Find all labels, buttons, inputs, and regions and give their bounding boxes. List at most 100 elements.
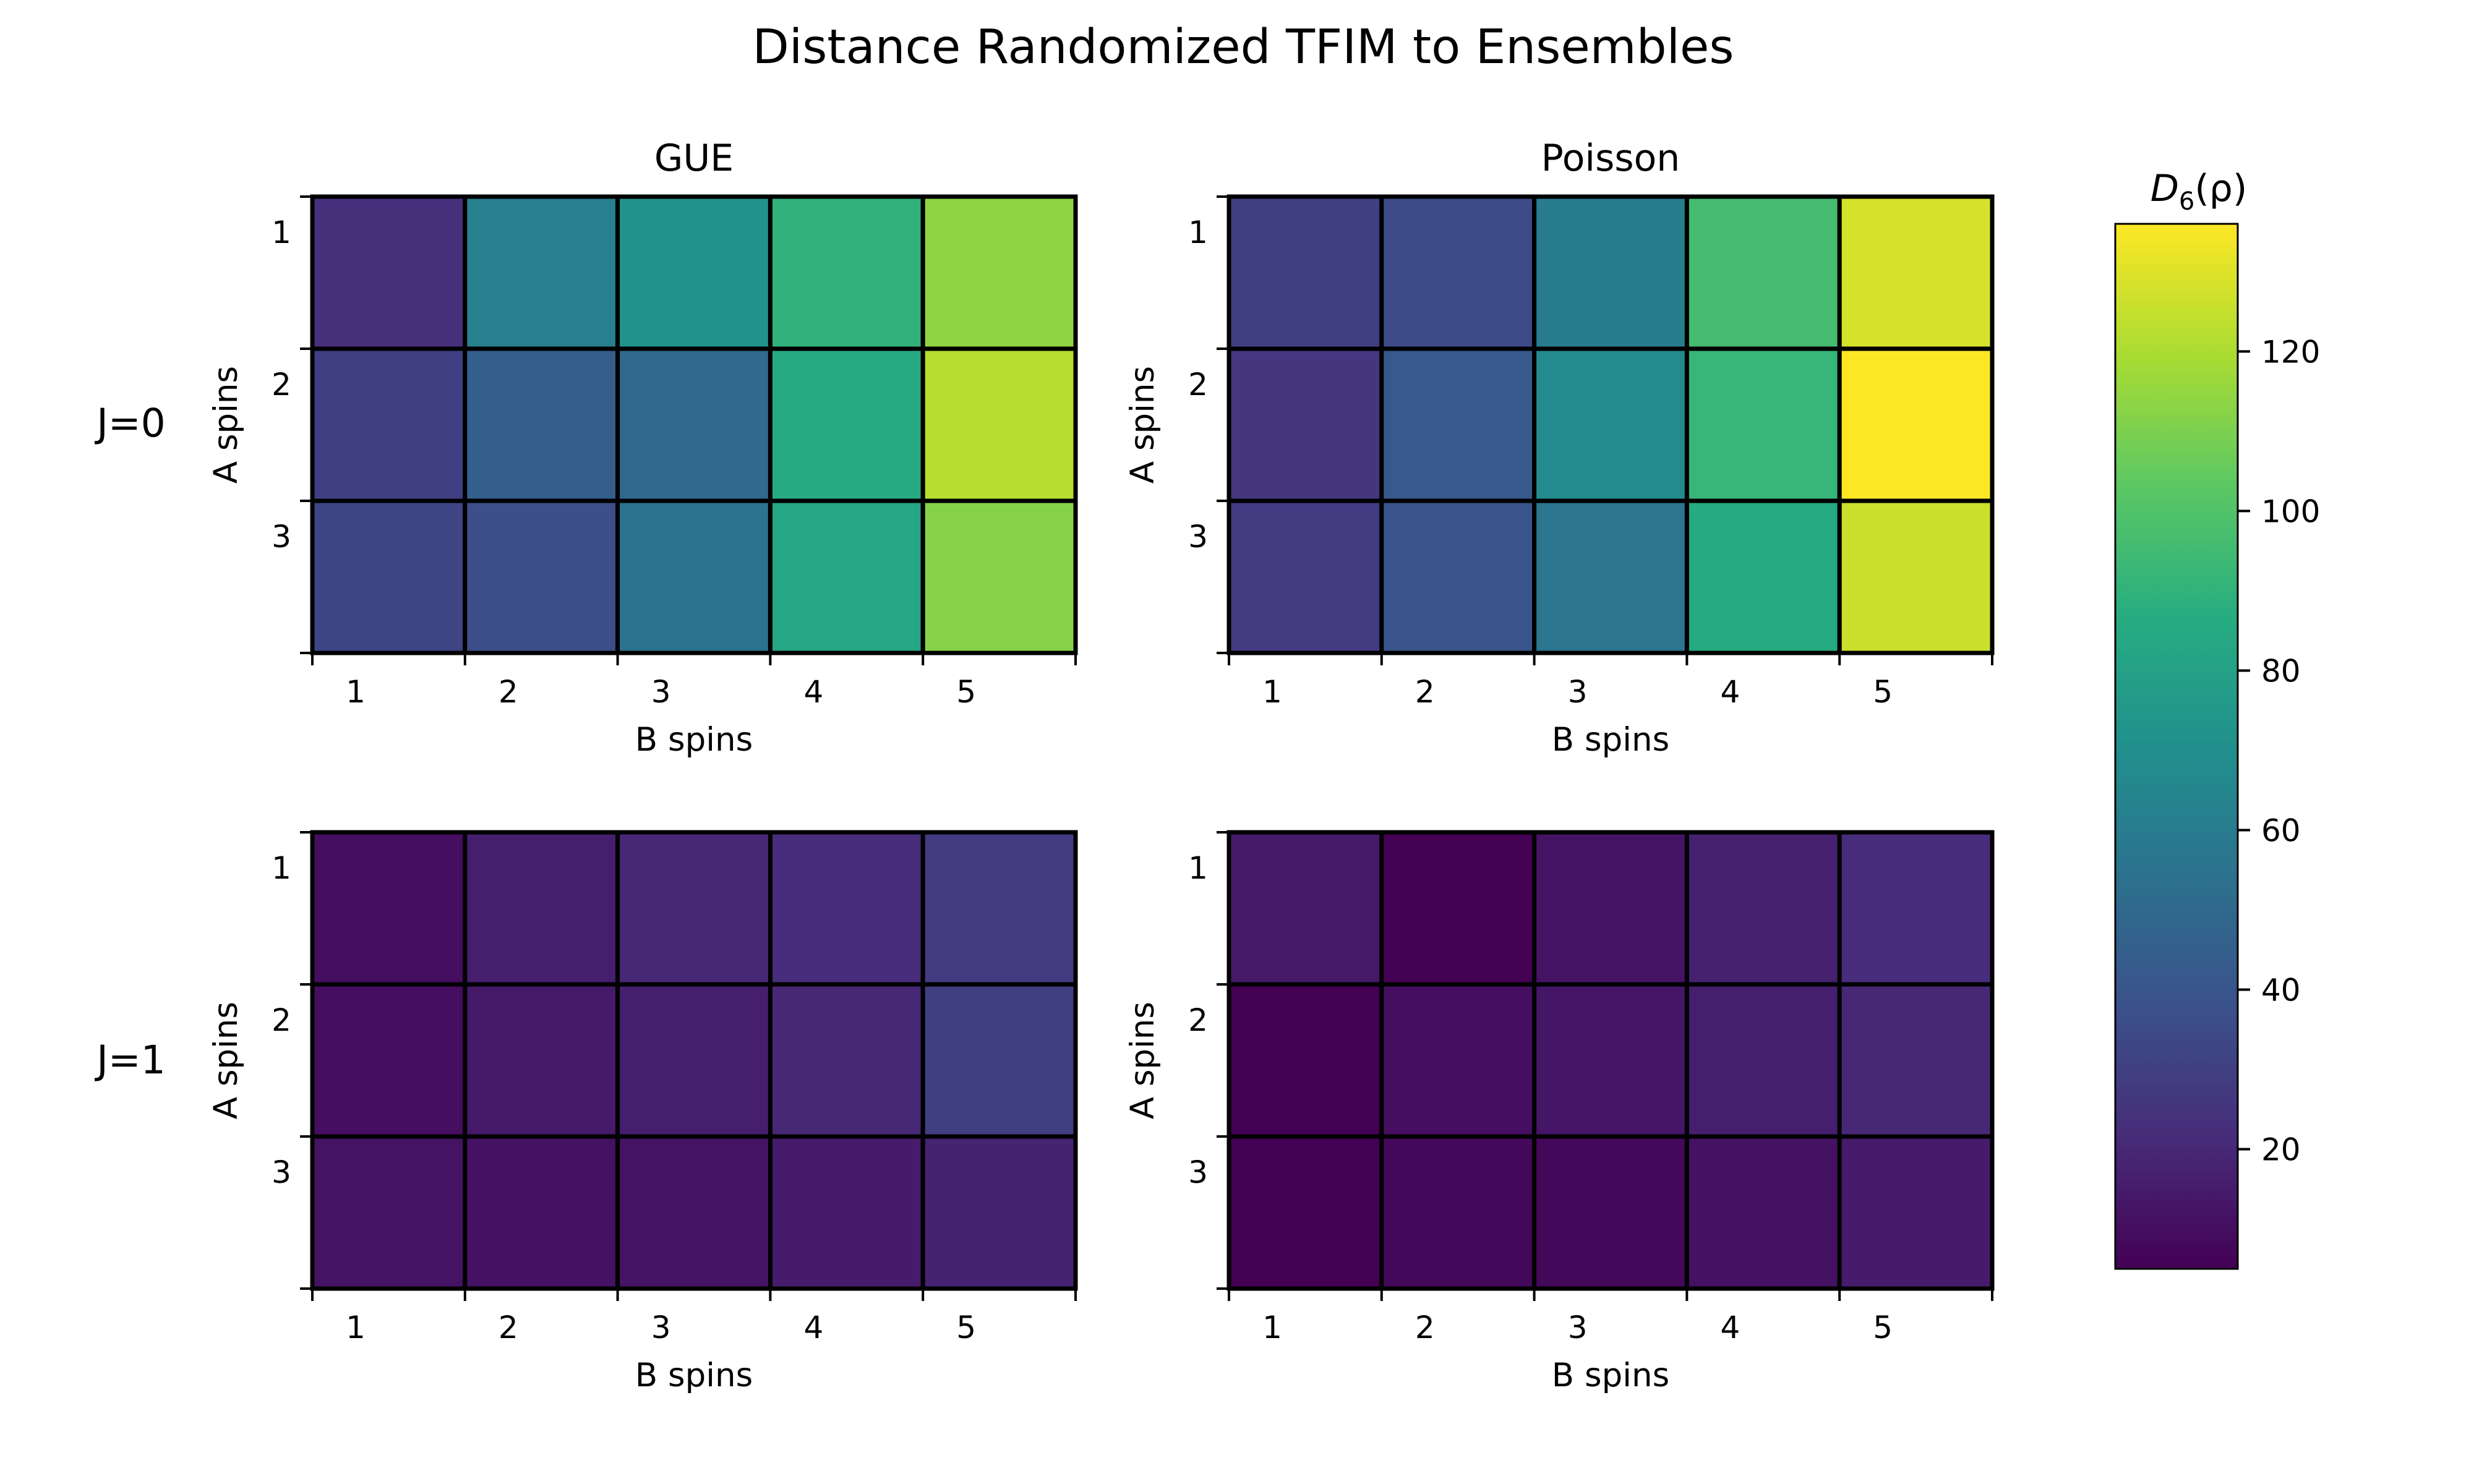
heatmap-cell (615, 1134, 773, 1291)
heatmap-cell (463, 982, 620, 1139)
heatmap-cell (1226, 498, 1384, 655)
heatmap-cell (1379, 498, 1537, 655)
y-tick-label: 1 (1188, 850, 1208, 886)
heatmap-cell (1684, 830, 1842, 987)
y-tick-label: 2 (272, 367, 291, 403)
heatmap-cell (1684, 194, 1842, 351)
heatmap-cell (1379, 830, 1537, 987)
y-tick-label: 1 (1188, 215, 1208, 250)
panel-J1-gue: 1 2 3 4 5 1 2 3 B spins A spins (207, 830, 1078, 1394)
x-tick-label: 3 (1568, 674, 1588, 710)
heatmap-cell (1226, 1134, 1384, 1291)
heatmap-cell (463, 346, 620, 503)
x-tick-label: 1 (346, 674, 366, 710)
x-tick-label: 5 (1873, 674, 1893, 710)
panel-J1-poisson: 1 2 3 4 5 1 2 3 B spins A spins (1124, 830, 1995, 1394)
heatmap-cell (1379, 1134, 1537, 1291)
heatmap-cell (463, 498, 620, 655)
heatmap-cell (1532, 982, 1689, 1139)
colorbar-tick-label: 80 (2261, 653, 2301, 689)
x-axis-label: B spins (1552, 1357, 1669, 1394)
x-tick-label: 5 (956, 674, 976, 710)
x-tick-label: 5 (1873, 1310, 1893, 1345)
heatmap-cell (1684, 346, 1842, 503)
heatmap-cell (1532, 194, 1689, 351)
colorbar-gradient (2114, 223, 2239, 1270)
x-tick-label: 2 (1415, 1310, 1435, 1345)
heatmap-cell (1684, 1134, 1842, 1291)
heatmap-cell (768, 982, 925, 1139)
y-tick-label: 3 (272, 1154, 291, 1190)
x-tick-label: 4 (803, 1310, 823, 1345)
heatmap-cell (1532, 498, 1689, 655)
row-label-j1: J=1 (94, 1038, 165, 1083)
heatmap-cell (615, 346, 773, 503)
heatmap-cell (920, 830, 1078, 987)
heatmap-cell (1379, 982, 1537, 1139)
y-axis-label: A spins (1124, 366, 1162, 484)
x-tick-label: 3 (651, 674, 671, 710)
y-tick-label: 2 (272, 1002, 291, 1038)
heatmap-cell (1837, 498, 1995, 655)
chart-title: Distance Randomized TFIM to Ensembles (753, 20, 1734, 75)
heatmap-cell (768, 346, 925, 503)
colorbar-tick-label: 20 (2261, 1132, 2301, 1167)
heatmap-cell (1837, 1134, 1995, 1291)
heatmap-cell (615, 982, 773, 1139)
x-tick-label: 2 (499, 674, 518, 710)
heatmap-cell (615, 194, 773, 351)
x-tick-label: 3 (1568, 1310, 1588, 1345)
heatmap-cell (1379, 346, 1537, 503)
heatmap-cell (1226, 346, 1384, 503)
heatmap-cell (1837, 982, 1995, 1139)
x-tick-label: 3 (651, 1310, 671, 1345)
panel-title: GUE (654, 137, 734, 180)
y-axis-label: A spins (207, 366, 245, 484)
heatmap-cell (1226, 194, 1384, 351)
heatmap-cell (1684, 498, 1842, 655)
heatmap-cell (920, 346, 1078, 503)
heatmap-cell (463, 1134, 620, 1291)
x-tick-label: 4 (803, 674, 823, 710)
x-tick-label: 1 (1262, 1310, 1282, 1345)
panel-J0-poisson: 1 2 3 4 5 1 2 3 B spins A spins Poisson (1124, 137, 1995, 759)
colorbar-tick-label: 100 (2261, 493, 2320, 529)
colorbar-tick-label: 60 (2261, 812, 2301, 848)
colorbar-ticks: 20 40 60 80 100 120 (2238, 334, 2320, 1167)
heatmap-cell (615, 830, 773, 987)
colorbar-tick-label: 120 (2261, 334, 2320, 370)
heatmap-cell (768, 498, 925, 655)
heatmap-cell (310, 498, 468, 655)
heatmap-cell (310, 982, 468, 1139)
x-tick-label: 5 (956, 1310, 976, 1345)
heatmap-cell (1837, 194, 1995, 351)
x-axis-label: B spins (635, 1357, 753, 1394)
x-tick-label: 4 (1720, 674, 1740, 710)
y-tick-label: 1 (272, 850, 291, 886)
heatmap-cell (1532, 1134, 1689, 1291)
heatmap-cell (768, 830, 925, 987)
heatmap-cell (1226, 982, 1384, 1139)
heatmap-cell (920, 498, 1078, 655)
colorbar-label: D6(ρ) (2151, 167, 2248, 216)
panel-title: Poisson (1541, 137, 1680, 180)
x-tick-label: 2 (1415, 674, 1435, 710)
heatmap-cell (310, 194, 468, 351)
y-axis-label: A spins (207, 1002, 245, 1119)
x-tick-label: 1 (1262, 674, 1282, 710)
colorbar: D6(ρ) 20 40 60 80 100 120 (2114, 167, 2320, 1270)
heatmap-cell (768, 1134, 925, 1291)
y-tick-label: 1 (272, 215, 291, 250)
heatmap-cell (310, 830, 468, 987)
x-tick-label: 4 (1720, 1310, 1740, 1345)
heatmap-cell (615, 498, 773, 655)
x-axis-label: B spins (1552, 721, 1669, 759)
heatmap-cell (1684, 982, 1842, 1139)
heatmap-cell (1532, 346, 1689, 503)
heatmap-cell (1379, 194, 1537, 351)
heatmap-cell (310, 1134, 468, 1291)
heatmap-cell (920, 982, 1078, 1139)
heatmap-panels: 1 2 3 4 5 1 2 3 B spins A spins GUE 1 2 3 4 5 1 2 3 B spins… (207, 137, 1995, 1394)
heatmap-cell (1837, 346, 1995, 503)
